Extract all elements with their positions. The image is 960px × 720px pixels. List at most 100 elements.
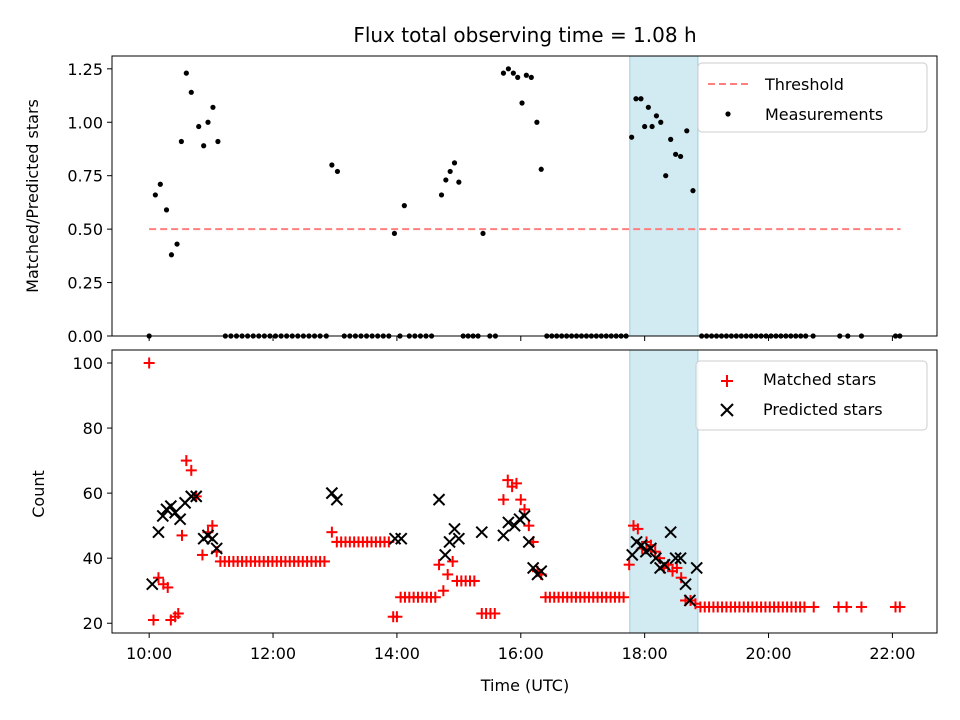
x-tick-label: 14:00 bbox=[374, 644, 420, 663]
predicted-star-point bbox=[644, 542, 658, 555]
measurement-point bbox=[649, 123, 655, 130]
measurement-point bbox=[210, 104, 216, 110]
predicted-stars-points bbox=[146, 486, 703, 607]
matched-star-point bbox=[855, 601, 867, 613]
measurement-point bbox=[456, 179, 462, 185]
predicted-star-point bbox=[190, 490, 203, 503]
measurement-point bbox=[183, 70, 189, 76]
measurement-point bbox=[163, 207, 170, 213]
matched-star-point bbox=[632, 523, 644, 535]
matched-star-point bbox=[326, 526, 338, 538]
measurement-point bbox=[638, 96, 644, 102]
predicted-star-point bbox=[522, 535, 536, 549]
x-tick-label: 22:00 bbox=[869, 644, 915, 663]
matched-star-point bbox=[841, 601, 853, 613]
measurement-point bbox=[677, 153, 684, 160]
predicted-star-point bbox=[146, 577, 159, 591]
matched-star-point bbox=[894, 601, 906, 613]
matched-star-point bbox=[618, 591, 630, 603]
measurement-point bbox=[174, 241, 180, 247]
x-tick-label: 18:00 bbox=[622, 644, 668, 663]
predicted-star-point bbox=[502, 516, 515, 529]
measurement-point bbox=[188, 89, 194, 95]
top-x-axis-ticks bbox=[148, 336, 893, 341]
measurement-point bbox=[645, 104, 651, 110]
measurement-point bbox=[205, 119, 211, 125]
predicted-star-point bbox=[626, 548, 639, 562]
measurement-point bbox=[663, 173, 669, 179]
measurement-point bbox=[443, 177, 449, 183]
matched-star-point bbox=[798, 601, 810, 613]
matched-star-point bbox=[675, 572, 687, 584]
measurement-point bbox=[534, 119, 540, 125]
measurement-point bbox=[629, 134, 635, 140]
predicted-star-point bbox=[683, 594, 697, 607]
top-y-axis-label: Matched/Predicted stars bbox=[23, 99, 42, 293]
y-tick-label: 80 bbox=[83, 419, 103, 438]
predicted-star-point bbox=[448, 522, 461, 536]
matched-star-point bbox=[433, 559, 445, 571]
matched-star-point bbox=[147, 614, 159, 626]
bottom-x-axis-ticks: 10:00 12:00 14:00 16:00 18:00 20:00 22:00 bbox=[126, 633, 915, 663]
matched-star-point bbox=[447, 555, 459, 567]
matched-star-point bbox=[468, 575, 480, 587]
matched-stars-legend-label: Matched stars bbox=[763, 370, 876, 389]
matched-star-point bbox=[318, 555, 330, 567]
predicted-star-point bbox=[658, 558, 671, 571]
matched-star-point bbox=[623, 559, 635, 571]
predicted-star-point bbox=[156, 509, 169, 523]
measurement-point bbox=[157, 181, 163, 187]
predicted-star-point bbox=[669, 551, 682, 565]
y-tick-label: 60 bbox=[83, 484, 103, 503]
measurements-legend-label: Measurements bbox=[765, 105, 883, 124]
measurement-point bbox=[633, 96, 639, 102]
predicted-star-point bbox=[664, 525, 677, 539]
matched-star-point bbox=[162, 581, 174, 593]
measurement-point bbox=[505, 66, 511, 72]
measurement-point bbox=[684, 128, 690, 134]
y-tick-label: 20 bbox=[83, 614, 103, 633]
predicted-star-point bbox=[649, 551, 663, 565]
predicted-star-point bbox=[679, 577, 692, 591]
bottom-plot-frame bbox=[111, 349, 938, 634]
x-tick-label: 20:00 bbox=[745, 644, 791, 663]
x-tick-label: 16:00 bbox=[498, 644, 544, 663]
measurement-point bbox=[673, 151, 679, 157]
measurement-point bbox=[451, 160, 458, 166]
matched-star-point bbox=[437, 585, 449, 597]
predicted-star-point bbox=[432, 493, 446, 506]
measurement-point bbox=[329, 162, 335, 168]
predicted-star-point bbox=[535, 564, 548, 578]
bottom-y-axis-ticks: 20 40 60 80 100 bbox=[72, 354, 112, 633]
bottom-legend: Matched stars Predicted stars bbox=[695, 360, 928, 431]
measurement-point bbox=[519, 100, 525, 106]
measurement-point bbox=[401, 203, 407, 209]
predicted-star-point bbox=[508, 519, 521, 532]
threshold-legend-label: Threshold bbox=[764, 75, 844, 94]
measurement-point bbox=[653, 113, 660, 119]
measurement-point bbox=[668, 136, 674, 142]
measurement-point bbox=[334, 168, 341, 175]
x-tick-label: 10:00 bbox=[126, 644, 172, 663]
predicted-star-point bbox=[388, 532, 402, 545]
measurement-point bbox=[178, 138, 184, 145]
measurement-point bbox=[500, 70, 507, 76]
predicted-star-point bbox=[439, 548, 452, 562]
matched-star-point bbox=[172, 607, 184, 619]
matched-star-point bbox=[176, 529, 188, 541]
matched-star-point bbox=[519, 503, 530, 515]
measurement-point bbox=[515, 74, 521, 80]
matched-star-point bbox=[510, 477, 522, 489]
measurement-point bbox=[480, 230, 486, 237]
predicted-star-point bbox=[497, 529, 510, 542]
measurement-point bbox=[152, 192, 158, 198]
matched-star-point bbox=[523, 520, 535, 532]
predicted-star-point bbox=[443, 535, 456, 549]
predicted-star-point bbox=[330, 493, 344, 506]
predicted-star-point bbox=[635, 538, 648, 552]
predicted-star-point bbox=[164, 499, 178, 513]
matched-star-point bbox=[442, 568, 454, 580]
measurement-point bbox=[391, 230, 398, 237]
bottom-y-axis-label: Count bbox=[29, 470, 48, 518]
